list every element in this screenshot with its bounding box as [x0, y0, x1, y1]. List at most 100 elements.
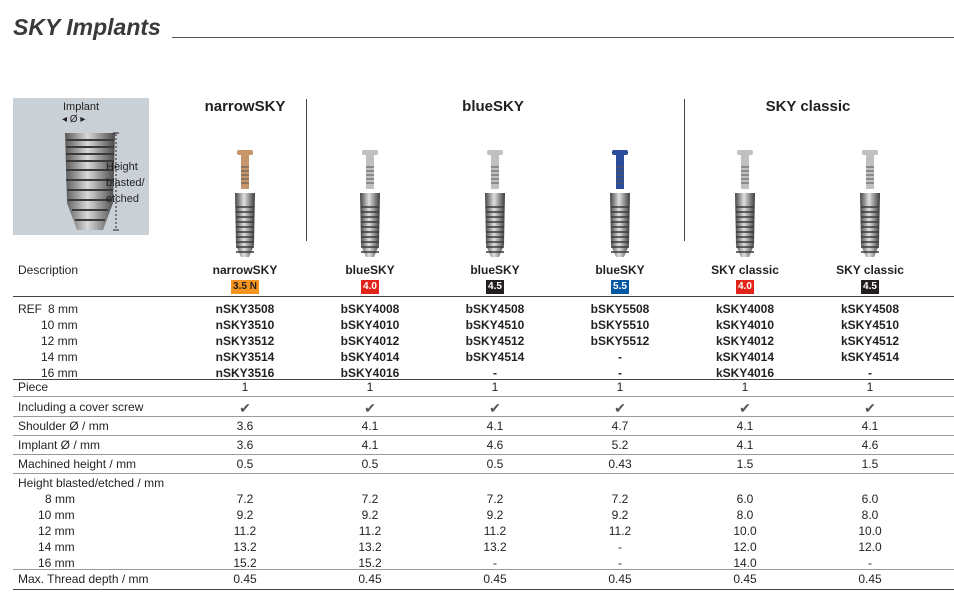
piece-value: 1: [366, 380, 374, 394]
label-height-16: 16 mm: [38, 556, 75, 570]
cover-screw-check: ✔: [489, 400, 501, 416]
shoulder-value: 4.1: [736, 419, 754, 433]
piece-value: 1: [616, 380, 624, 394]
page-title: SKY Implants: [13, 14, 161, 40]
column-name: blueSKY: [595, 263, 645, 277]
height-value: 12.0: [733, 540, 757, 554]
machined-height-value: 0.43: [608, 457, 632, 471]
implant-diameter-value: 4.1: [361, 438, 379, 452]
ref-number: bSKY4014: [340, 350, 400, 364]
row-divider: [13, 454, 954, 455]
implant-image: [610, 150, 630, 257]
label-ref-14: 14 mm: [41, 350, 78, 364]
shoulder-value: 4.1: [361, 419, 379, 433]
height-value: 8.0: [861, 508, 879, 522]
group-divider: [306, 99, 307, 241]
diameter-badge: 5.5: [611, 280, 629, 294]
ref-number: kSKY4008: [715, 302, 775, 316]
ref-number: bSKY4008: [340, 302, 400, 316]
diameter-label: ◂ Ø ▸: [62, 114, 86, 125]
column-name: blueSKY: [345, 263, 395, 277]
column-name: SKY classic: [711, 263, 779, 277]
height-value: 12.0: [858, 540, 882, 554]
implant-images: [235, 150, 880, 257]
shoulder-value: 4.7: [611, 419, 629, 433]
ref-number: -: [618, 350, 622, 364]
label-ref-10: 10 mm: [41, 318, 78, 332]
piece-value: 1: [741, 380, 749, 394]
implant-diameter-value: 3.6: [236, 438, 254, 452]
label-machined: Machined height / mm: [18, 457, 137, 471]
row-divider: [13, 379, 954, 380]
height-value: 11.2: [233, 524, 257, 538]
height-value: 9.2: [361, 508, 379, 522]
group-narrowsky: narrowSKY: [204, 98, 286, 115]
height-value: -: [868, 556, 872, 570]
height-value: 7.2: [486, 492, 504, 506]
implant-label: Implant: [63, 101, 100, 113]
ref-number: nSKY3510: [215, 318, 275, 332]
label-ref: REF: [18, 302, 42, 316]
label-ref-12: 12 mm: [41, 334, 78, 348]
implant-diagram: Implant ◂ Ø ▸ Height blasted/ etched: [13, 98, 149, 235]
diameter-badge: 4.0: [736, 280, 754, 294]
row-divider: [13, 473, 954, 474]
cover-screw-check: ✔: [864, 400, 876, 416]
row-divider: [13, 589, 954, 590]
ref-number: kSKY4014: [715, 350, 775, 364]
implant-diameter-value: 4.1: [736, 438, 754, 452]
height-value: 10.0: [733, 524, 757, 538]
thread-depth-value: 0.45: [233, 572, 257, 586]
ref-number: bSKY4508: [465, 302, 525, 316]
label-shoulder: Shoulder Ø / mm: [18, 419, 109, 433]
ref-number: bSKY4512: [465, 334, 525, 348]
ref-number: -: [618, 366, 622, 380]
ref-number: kSKY4010: [715, 318, 775, 332]
diameter-badge: 4.5: [486, 280, 504, 294]
height-value: 13.2: [233, 540, 257, 554]
ref-number: bSKY4010: [340, 318, 400, 332]
height-value: 15.2: [358, 556, 382, 570]
label-height-10: 10 mm: [38, 508, 75, 522]
implant-diameter-value: 4.6: [861, 438, 879, 452]
column-name: narrowSKY: [212, 263, 278, 277]
height-value: 11.2: [358, 524, 382, 538]
cover-screw-check: ✔: [614, 400, 626, 416]
height-value: 13.2: [358, 540, 382, 554]
implant-diagram-drawing: [65, 132, 119, 231]
ref-number: -: [493, 366, 497, 380]
piece-value: 1: [491, 380, 499, 394]
piece-value: 1: [866, 380, 874, 394]
height-value: 6.0: [736, 492, 754, 506]
machined-height-value: 1.5: [861, 457, 879, 471]
ref-number: nSKY3514: [215, 350, 275, 364]
height-value: -: [493, 556, 497, 570]
label-height-8: 8 mm: [45, 492, 75, 506]
diameter-badge: 4.5: [861, 280, 879, 294]
thread-depth-value: 0.45: [608, 572, 632, 586]
height-label-3: etched: [106, 193, 140, 205]
implant-diameter-value: 4.6: [486, 438, 504, 452]
height-value: 9.2: [236, 508, 254, 522]
height-value: -: [618, 540, 622, 554]
label-height-14: 14 mm: [38, 540, 75, 554]
label-height: Height blasted/etched / mm: [18, 476, 165, 490]
ref-number: kSKY4514: [840, 350, 900, 364]
machined-height-value: 1.5: [736, 457, 754, 471]
row-divider: [13, 569, 954, 570]
height-value: 14.0: [733, 556, 757, 570]
title-rule: [172, 37, 954, 38]
height-value: 9.2: [486, 508, 504, 522]
ref-number: kSKY4508: [840, 302, 900, 316]
column-name: blueSKY: [470, 263, 520, 277]
shoulder-value: 4.1: [861, 419, 879, 433]
implant-image: [485, 150, 505, 257]
height-value: 11.2: [608, 524, 632, 538]
label-cover: Including a cover screw: [18, 400, 144, 414]
ref-number: kSKY4016: [715, 366, 775, 380]
ref-number: bSKY5510: [590, 318, 650, 332]
thread-depth-value: 0.45: [858, 572, 882, 586]
ref-number: -: [868, 366, 872, 380]
piece-value: 1: [241, 380, 249, 394]
ref-number: kSKY4512: [840, 334, 900, 348]
